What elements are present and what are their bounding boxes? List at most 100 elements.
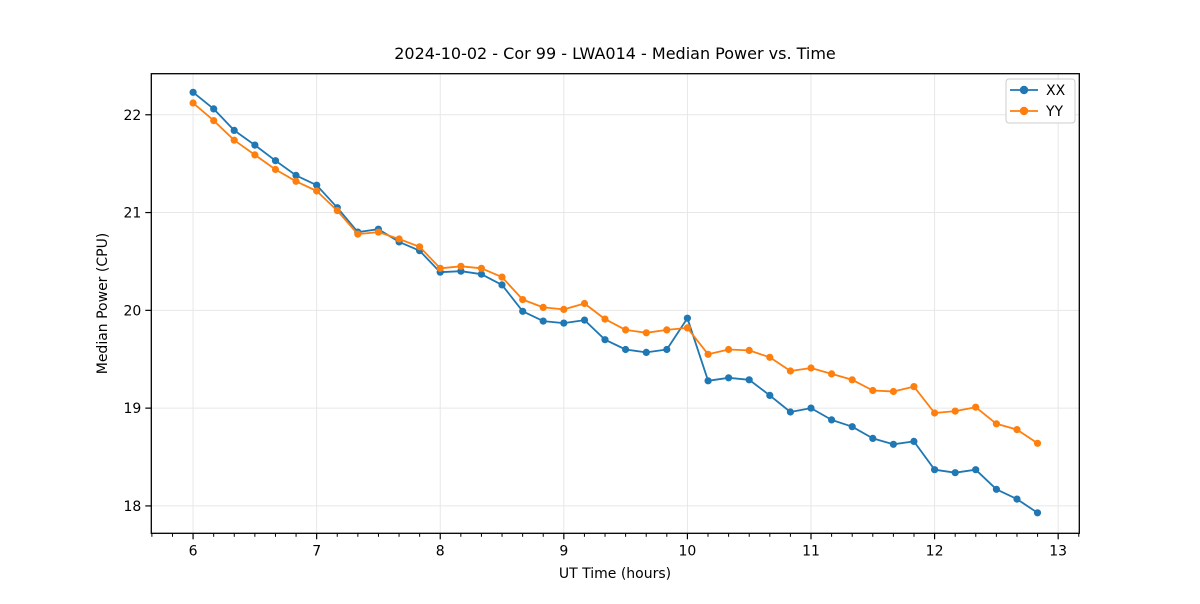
data-point — [539, 317, 547, 325]
data-point — [580, 316, 589, 324]
data-point — [725, 374, 733, 382]
data-point — [931, 466, 939, 474]
data-point — [354, 230, 362, 238]
data-point — [436, 264, 444, 272]
legend-label-yy: YY — [1045, 104, 1064, 120]
data-point — [807, 404, 815, 412]
chart-title: 2024-10-02 - Cor 99 - LWA014 - Median Po… — [394, 44, 836, 63]
data-point — [519, 307, 527, 315]
y-tick-label: 19 — [123, 401, 141, 417]
data-point — [560, 305, 568, 313]
data-point — [622, 345, 630, 354]
legend-label-xx: XX — [1046, 83, 1066, 99]
data-point — [1013, 426, 1021, 434]
data-point — [230, 136, 238, 144]
data-point — [292, 171, 300, 179]
gridlines — [151, 73, 1080, 534]
y-tick-label: 22 — [123, 108, 141, 124]
data-point — [828, 416, 836, 424]
y-tick-label: 18 — [123, 499, 141, 515]
data-point — [189, 88, 197, 96]
data-point — [395, 235, 403, 243]
data-point — [271, 165, 280, 174]
data-point — [972, 403, 980, 411]
data-point — [704, 377, 712, 385]
data-point — [374, 228, 382, 236]
data-point — [663, 326, 671, 334]
data-point — [477, 264, 485, 272]
data-point — [683, 314, 692, 322]
legend-marker-xx — [1019, 85, 1029, 95]
y-axis-label: Median Power (CPU) — [95, 233, 111, 375]
axis-ticks — [145, 114, 1080, 540]
x-tick-label: 10 — [678, 543, 696, 559]
x-tick-label: 7 — [312, 543, 321, 559]
data-point — [622, 326, 630, 334]
data-point — [271, 157, 280, 165]
series-xx — [189, 88, 1042, 517]
series-line-yy — [192, 102, 1039, 445]
data-point — [848, 423, 856, 431]
data-point — [869, 386, 877, 395]
data-point — [766, 391, 774, 399]
data-point — [725, 345, 733, 354]
data-series — [189, 88, 1042, 517]
data-point — [807, 364, 815, 372]
data-point — [189, 99, 197, 107]
data-point — [1033, 509, 1042, 517]
data-point — [889, 440, 898, 448]
tick-labels: 6 7 8 9 10 11 12 13 18 19 20 21 22 — [123, 108, 1067, 560]
x-axis-label: UT Time (hours) — [559, 566, 671, 582]
data-point — [580, 299, 589, 308]
data-point — [560, 319, 568, 327]
data-point — [951, 407, 959, 415]
series-yy — [189, 99, 1042, 447]
data-point — [601, 336, 609, 344]
data-point — [869, 434, 877, 442]
data-point — [745, 346, 753, 354]
data-point — [910, 437, 918, 445]
legend-marker-yy — [1019, 106, 1029, 116]
data-point — [601, 315, 609, 323]
data-point — [539, 303, 547, 311]
x-tick-label: 9 — [559, 543, 568, 559]
y-tick-label: 20 — [123, 303, 141, 319]
data-point — [477, 270, 485, 278]
x-tick-label: 11 — [802, 543, 820, 559]
legend: XX YY — [1005, 78, 1076, 124]
data-point — [498, 273, 506, 281]
x-tick-label: 6 — [189, 543, 198, 559]
data-point — [210, 105, 218, 113]
data-point — [766, 353, 774, 361]
series-line-xx — [192, 91, 1039, 514]
x-tick-label: 13 — [1049, 543, 1067, 559]
data-point — [951, 469, 959, 477]
data-point — [642, 329, 650, 337]
data-point — [786, 408, 795, 416]
data-point — [313, 181, 321, 189]
data-point — [683, 324, 692, 332]
data-point — [786, 367, 795, 375]
plot-border — [150, 73, 1080, 534]
x-tick-label: 8 — [436, 543, 445, 559]
x-tick-label: 12 — [926, 543, 944, 559]
data-point — [642, 348, 650, 356]
data-point — [498, 281, 506, 289]
data-point — [210, 117, 218, 125]
data-point — [333, 207, 341, 215]
data-point — [230, 126, 238, 134]
data-point — [745, 376, 753, 384]
data-point — [992, 485, 1001, 493]
data-point — [848, 376, 856, 384]
data-point — [663, 345, 671, 354]
data-point — [251, 151, 259, 159]
data-point — [1013, 495, 1021, 503]
data-point — [416, 243, 424, 251]
y-tick-label: 21 — [123, 206, 141, 222]
data-point — [519, 296, 527, 304]
data-point — [292, 177, 300, 185]
data-point — [992, 420, 1001, 428]
data-point — [931, 409, 939, 417]
